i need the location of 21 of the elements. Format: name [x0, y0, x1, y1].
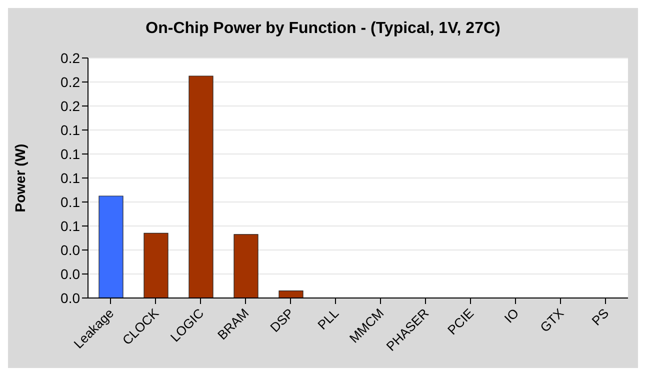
y-tick-label: 0.0: [60, 290, 80, 306]
x-tick-label: IO: [501, 306, 522, 326]
bar: [144, 232, 168, 298]
y-tick-label: 0.2: [60, 50, 80, 66]
bar: [234, 234, 258, 298]
y-tick-label: 0.1: [60, 218, 80, 234]
y-tick-label: 0.1: [60, 170, 80, 186]
y-tick-label: 0.2: [60, 74, 80, 90]
bar: [188, 76, 214, 298]
y-tick-label: 0.2: [60, 98, 80, 114]
x-tick-label: PS: [588, 305, 612, 328]
chart-title: On-Chip Power by Function - (Typical, 1V, 27C): [144, 20, 502, 38]
y-tick-label: 0.1: [60, 146, 80, 162]
y-tick-label: 0.1: [60, 194, 80, 210]
y-axis-title: Power (W): [12, 144, 28, 212]
bar: [98, 196, 124, 298]
x-tick-label: PLL: [314, 306, 342, 332]
y-tick-label: 0.1: [60, 122, 80, 138]
y-tick-label: 0.0: [60, 266, 80, 282]
bar: [278, 290, 304, 298]
y-tick-label: 0.0: [60, 242, 80, 258]
